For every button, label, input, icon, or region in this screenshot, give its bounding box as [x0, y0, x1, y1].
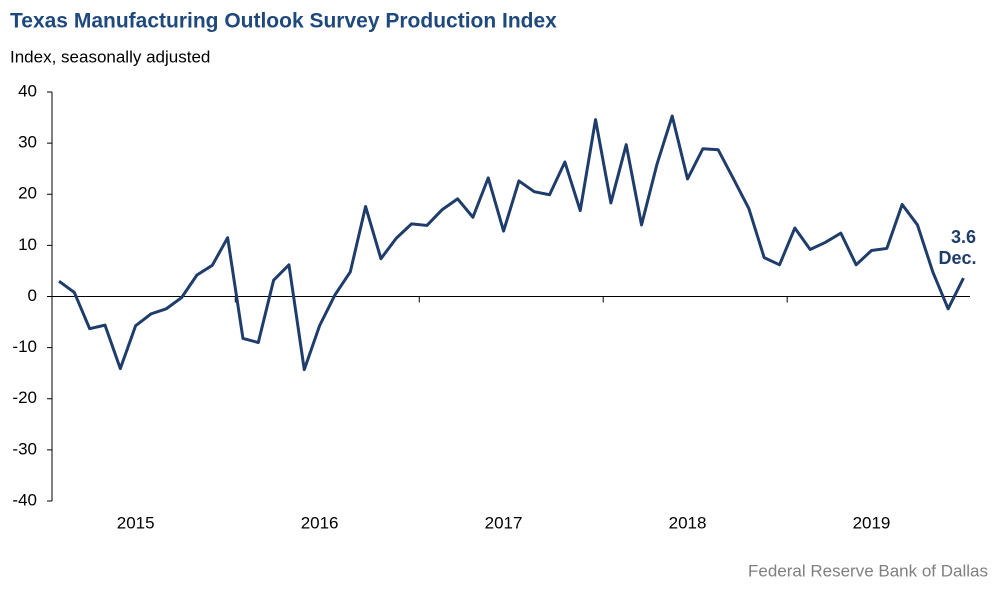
y-tick-label: 0	[28, 286, 37, 305]
y-tick-label: -10	[12, 337, 37, 356]
chart-title: Texas Manufacturing Outlook Survey Produ…	[10, 10, 557, 33]
y-tick-label: 30	[18, 133, 37, 152]
y-tick-label: -20	[12, 388, 37, 407]
line-series	[58, 114, 965, 372]
y-tick-label: 10	[18, 235, 37, 254]
x-tick-label: 2015	[117, 513, 155, 532]
x-tick-label: 2016	[301, 513, 339, 532]
annotation: Dec.	[938, 248, 976, 268]
x-tick-label: 2017	[485, 513, 523, 532]
y-tick-label: 20	[18, 184, 37, 203]
x-tick-label: 2018	[669, 513, 707, 532]
x-tick-label: 2019	[853, 513, 891, 532]
data-label: 3.6	[951, 227, 976, 247]
chart-subtitle: Index, seasonally adjusted	[10, 47, 210, 66]
source: Federal Reserve Bank of Dallas	[748, 561, 988, 580]
y-tick-label: -40	[12, 490, 37, 509]
y-tick-label: 40	[18, 81, 37, 100]
y-tick-label: -30	[12, 439, 37, 458]
